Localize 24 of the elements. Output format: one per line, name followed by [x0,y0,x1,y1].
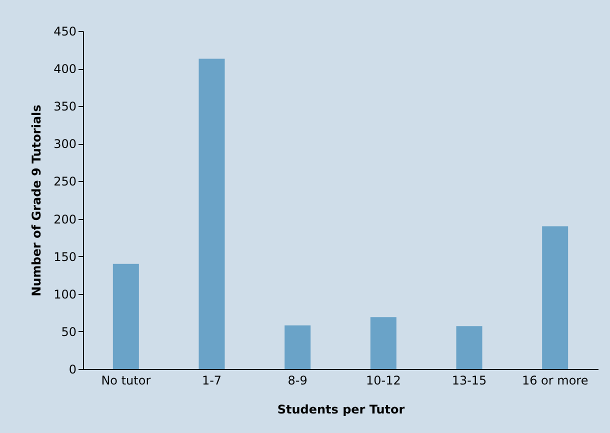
x-tick-label: 10-12 [366,374,401,388]
y-tick-label: 100 [54,287,76,302]
y-axis-title: Number of Grade 9 Tutorials [30,104,44,296]
bar [198,58,225,369]
bar [370,317,396,369]
y-tick-label: 0 [68,362,76,376]
x-axis-title: Students per Tutor [277,402,405,416]
x-tick-label: No tutor [101,374,151,388]
y-tick-label: 50 [61,324,76,339]
x-tick-label: 13-15 [452,374,487,388]
bar [112,264,139,369]
x-tick-label: 16 or more [522,374,588,388]
bar [542,226,568,369]
y-tick-label: 400 [54,62,76,76]
x-tick-label: 8-9 [288,374,308,388]
x-tick-label: 1-7 [202,374,222,388]
y-tick-label: 200 [54,212,76,226]
y-tick-label: 300 [54,137,76,152]
bar [456,326,482,369]
y-tick-label: 350 [54,100,76,114]
y-tick-label: 450 [54,24,76,38]
y-tick-label: 150 [54,250,76,264]
bar [284,325,311,369]
y-tick-label: 250 [54,174,76,189]
